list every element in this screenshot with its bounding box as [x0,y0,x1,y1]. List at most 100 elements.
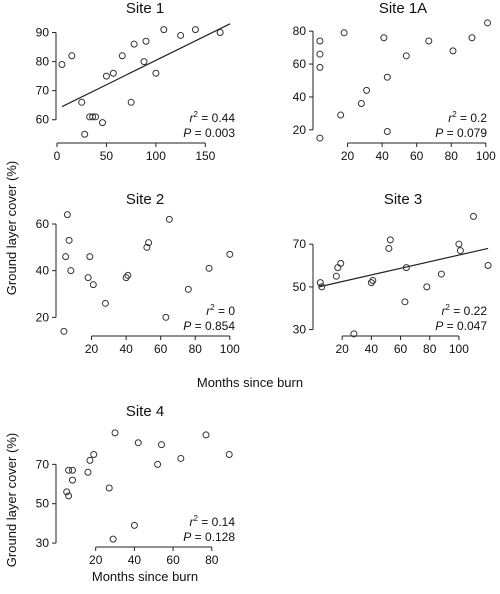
data-point [455,240,463,248]
data-point [316,63,324,71]
data-point [68,52,76,60]
r-squared-label: r2 = 0 [206,303,235,318]
data-point [316,134,324,142]
x-tick-label: 100 [476,149,496,163]
data-point [62,253,70,261]
x-tick-label: 20 [341,149,355,163]
data-point [63,488,71,496]
data-point [350,330,358,338]
data-point [142,37,150,45]
y-tick-label: 60 [293,57,307,71]
data-point [68,476,76,484]
trend-line [61,23,231,108]
data-point [383,73,391,81]
data-point [140,58,148,66]
data-point [318,283,326,291]
data-point [332,272,340,280]
data-point [357,100,365,108]
x-tick-label: 100 [449,342,469,356]
y-tick-label: 20 [36,310,50,324]
data-point [225,451,233,459]
data-point [86,456,94,464]
x-tick-label: 100 [146,149,166,163]
data-point [401,298,409,306]
data-point [90,451,98,459]
panel-title: Site 1A [379,0,427,17]
y-tick-label: 50 [293,280,307,294]
data-point [402,52,410,60]
y-tick-label: 40 [36,264,50,278]
data-point [216,29,224,37]
data-point [81,130,89,138]
data-point [337,259,345,267]
y-tick-label: 80 [293,24,307,38]
data-point [63,211,71,219]
x-tick-label: 60 [166,553,180,567]
data-point [152,69,160,77]
data-point [425,37,433,45]
scatter-panels: Site 1 60 70 80 90 0 50 100 150 r2 = 0.44P = 0.00… [36,0,497,567]
data-point [111,429,119,437]
data-point [468,34,476,42]
data-point [60,327,68,335]
data-point [157,441,165,449]
data-point [205,264,213,272]
y-tick-label: 90 [36,26,50,40]
data-point [130,521,138,529]
x-tick-label: 80 [445,149,459,163]
panel-title: Site 3 [384,191,422,208]
data-point [337,111,345,119]
scatter-panel-5: Site 4 30 50 70 20 40 60 80 r2 = 0.14P = 0.128 [36,403,236,567]
y-tick-label: 20 [293,123,307,137]
data-point [98,119,106,127]
data-point [68,466,76,474]
data-point [383,127,391,135]
data-point [143,243,151,251]
data-point [191,26,199,34]
data-point [484,262,492,270]
data-point [160,26,168,34]
data-point [127,98,135,106]
data-point [105,484,113,492]
data-point [402,264,410,272]
x-tick-label: 50 [100,149,114,163]
data-point [84,274,92,282]
data-point [89,113,97,121]
data-point [58,61,66,69]
data-point [385,244,393,252]
x-tick-label: 40 [128,553,142,567]
x-tick-label: 20 [85,342,99,356]
scatter-panel-4: Site 3 30 50 70 20 40 60 80 100 r2 = 0.22P = 0.04… [293,191,492,356]
data-point [202,431,210,439]
data-point [363,86,371,94]
data-point [177,454,185,462]
y-tick-label: 30 [36,536,50,550]
x-tick-label: 100 [220,342,240,356]
data-point [316,37,324,45]
data-point [423,283,431,291]
data-point [109,69,117,77]
p-value-label: P = 0.854 [183,319,235,333]
x-tick-label: 150 [195,149,215,163]
x-tick-label: 60 [410,149,424,163]
y-tick-label: 60 [36,217,50,231]
data-point [334,264,342,272]
data-point [124,271,132,279]
data-point [316,50,324,58]
data-point [109,535,117,543]
y-axis-label-bottom: Ground layer cover (%) [4,433,19,567]
data-point [226,250,234,258]
x-tick-label: 20 [336,342,350,356]
r-squared-label: r2 = 0.44 [190,110,236,125]
data-point [67,267,75,275]
x-tick-label: 40 [375,149,389,163]
y-tick-label: 60 [36,113,50,127]
data-point [134,439,142,447]
scatter-panel-2: Site 1A 20 40 60 80 20 40 60 80 100 r2 = 0.2P = 0.… [293,0,497,163]
data-point [154,460,162,468]
data-point [92,113,100,121]
data-point [437,270,445,278]
data-point [102,72,110,80]
y-axis-label-top: Ground layer cover (%) [4,161,19,295]
